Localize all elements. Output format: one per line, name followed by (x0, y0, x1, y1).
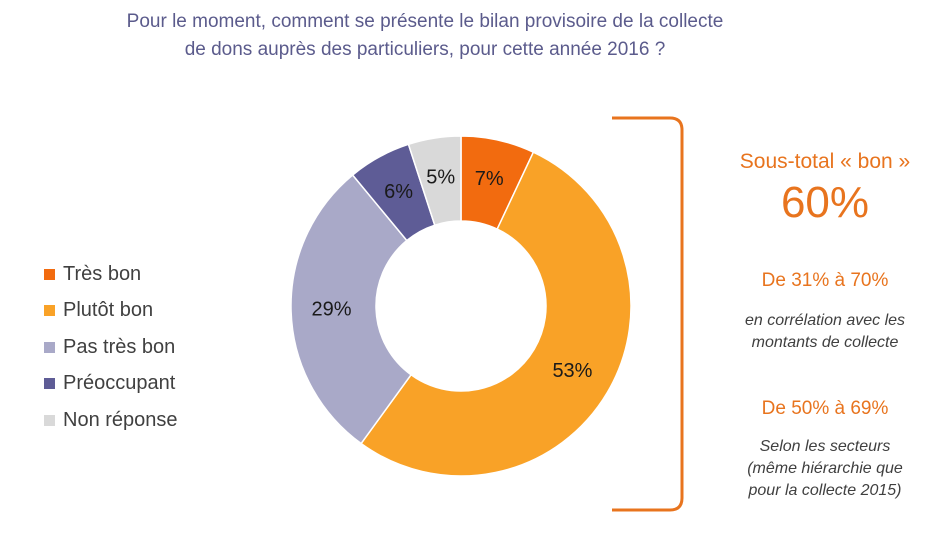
legend-label: Non réponse (63, 408, 178, 431)
chart-title-line-2: de dons auprès des particuliers, pour ce… (184, 39, 666, 60)
slice-label: 7% (475, 168, 504, 190)
note-sectors-line-3: pour la collecte 2015) (748, 482, 902, 499)
note-correlation: en corrélation avec les montants de coll… (700, 310, 947, 354)
note-correlation-line-2: montants de collecte (751, 334, 899, 351)
subtotal-value: 60% (780, 178, 870, 227)
legend-label: Plutôt bon (63, 299, 154, 322)
legend-item-preoccupant: Préoccupant (44, 366, 178, 403)
legend-swatch (44, 268, 55, 280)
legend-swatch (44, 378, 55, 390)
slice-label: 29% (312, 298, 352, 320)
slice-pas-tres-bon (290, 173, 413, 445)
slice-label: 6% (384, 181, 413, 203)
note-sectors-line-1: Selon les secteurs (759, 438, 891, 455)
legend-swatch (44, 341, 55, 353)
right-bracket (612, 116, 684, 512)
slice-label: 53% (552, 360, 592, 382)
legend-swatch (44, 305, 55, 317)
slice-non-reponse (407, 135, 462, 227)
legend: Très bon Plutôt bon Pas très bon Préoccu… (44, 256, 178, 439)
legend-label: Préoccupant (63, 372, 176, 395)
subtotal-label: Sous-total « bon » (739, 150, 911, 173)
chart-title: Pour le moment, comment se présente le b… (0, 8, 850, 64)
range-sectors: De 50% à 69% (761, 398, 889, 419)
slice-label: 5% (426, 166, 455, 188)
legend-item-tres-bon: Très bon (44, 256, 178, 293)
note-sectors-line-2: (même hiérarchie que (747, 460, 903, 477)
note-sectors: Selon les secteurs (même hiérarchie que … (700, 436, 947, 502)
donut-slices (290, 135, 632, 477)
legend-label: Pas très bon (63, 335, 176, 358)
donut-slice-labels: 7% 53% 29% 6% 5% (312, 166, 593, 382)
legend-item-plutot-bon: Plutôt bon (44, 293, 178, 330)
legend-swatch (44, 414, 55, 426)
legend-item-non-reponse: Non réponse (44, 402, 178, 439)
chart-title-line-1: Pour le moment, comment se présente le b… (126, 11, 724, 32)
legend-item-pas-tres-bon: Pas très bon (44, 329, 178, 366)
legend-label: Très bon (63, 262, 142, 285)
range-correlation: De 31% à 70% (761, 270, 889, 291)
slice-plutot-bon (360, 151, 632, 477)
note-correlation-line-1: en corrélation avec les (744, 312, 906, 329)
